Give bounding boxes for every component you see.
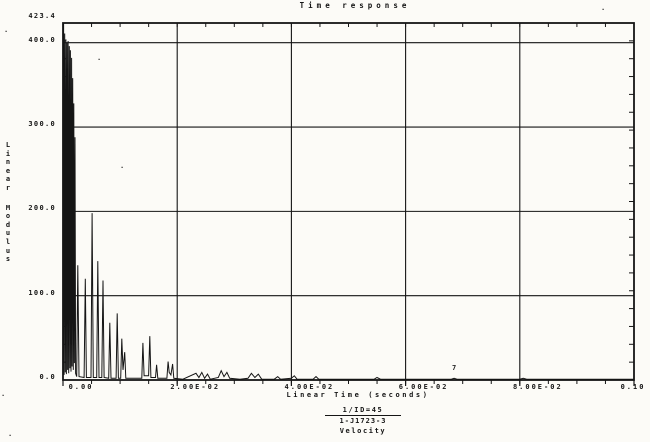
fraction-denominator: 1-J1723-3 — [339, 417, 387, 425]
y-axis-label-letter: u — [5, 229, 11, 238]
y-axis-label-letter: l — [5, 237, 11, 246]
x-tick-label: 6.00E-02 — [398, 383, 449, 391]
y-axis-label-letter: n — [5, 158, 11, 167]
y-axis-label-letter: i — [5, 149, 11, 158]
y-axis-label-letter: r — [5, 183, 11, 192]
y-tick-label: 300.0 — [28, 120, 56, 129]
scan-artifact-glyph: 7 — [452, 364, 457, 372]
y-axis-label-letter: L — [5, 141, 11, 149]
y-axis-label-letter: s — [5, 255, 11, 264]
scan-speck: . — [1, 390, 6, 398]
fraction-divider — [325, 415, 401, 416]
y-axis-label-letter: u — [5, 246, 11, 255]
y-axis-label-letter: d — [5, 220, 11, 229]
x-tick-label: 0.00 — [68, 383, 94, 391]
scan-speck: . — [97, 54, 102, 62]
y-tick-label: 0.0 — [39, 373, 56, 381]
x-tick-label: 2.00E-02 — [170, 383, 221, 391]
y-tick-label: 100.0 — [28, 288, 56, 297]
time-response-series — [62, 22, 634, 380]
y-tick-label: 423.4 — [28, 12, 56, 20]
x-axis-label: Linear Time (seconds) — [286, 391, 430, 399]
plot-border — [62, 22, 635, 381]
scan-speck: . — [8, 430, 13, 438]
x-tick-label: 0.10 — [620, 383, 646, 391]
scan-speck: . — [4, 26, 9, 34]
scan-speck: . — [601, 4, 606, 12]
y-tick-label: 200.0 — [28, 204, 56, 213]
y-tick-label: 400.0 — [28, 35, 56, 44]
fraction-numerator: 1/ID=45 — [342, 406, 384, 414]
footer-caption: Velocity — [339, 427, 387, 435]
y-axis-label-letter: e — [5, 166, 11, 175]
chart-title: Time response — [299, 1, 411, 10]
x-tick-label: 4.00E-02 — [284, 383, 335, 391]
scan-speck: . — [120, 162, 125, 170]
x-tick-label: 8.00E-02 — [512, 383, 563, 391]
y-axis-label-letter: o — [5, 212, 11, 221]
y-axis-label-letter: a — [5, 175, 11, 184]
footer-fraction: 1/ID=45 1-J1723-3 Velocity — [325, 406, 401, 436]
y-axis-label-letter: M — [5, 203, 11, 212]
